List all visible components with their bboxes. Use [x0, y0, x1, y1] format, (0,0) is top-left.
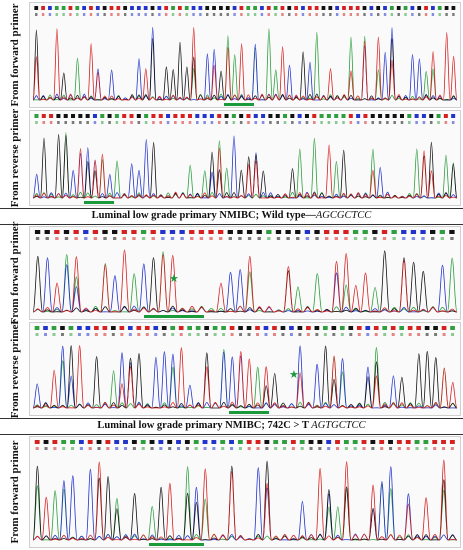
panel-3-frame — [29, 226, 461, 320]
base-call-strip — [34, 440, 455, 450]
trace-C — [32, 135, 458, 199]
panel-1-label: From forward primer — [9, 3, 21, 107]
panel-2-label: From reverse primer — [9, 108, 21, 208]
trace-C — [32, 345, 458, 409]
panel-2-trace — [32, 114, 458, 204]
trace-G — [32, 250, 458, 313]
highlight-bar — [224, 103, 254, 106]
chromatogram-panel-3: From forward primer ★ — [2, 221, 461, 325]
trace-C — [32, 466, 458, 541]
panel-4-frame — [29, 322, 461, 416]
panel-4-label: From reverse primer — [9, 319, 21, 419]
trace-G — [32, 345, 458, 409]
highlight-bar — [149, 543, 204, 546]
trace-A — [32, 251, 458, 313]
separator-2 — [0, 224, 463, 225]
separator-3 — [0, 418, 463, 419]
trace-G — [32, 29, 458, 101]
highlight-bar — [229, 411, 269, 414]
trace-T — [32, 249, 458, 313]
mutant-caption: Luminal low grade primary NMIBC; 742C > … — [97, 420, 366, 431]
panel-2-frame — [29, 110, 461, 206]
chromatogram-panel-1: From forward primer — [2, 2, 461, 108]
chromatogram-panel-5: From forward primer — [2, 436, 461, 548]
panel-3-label: From forward primer — [9, 221, 21, 325]
trace-A — [32, 132, 458, 199]
separator-4 — [0, 434, 463, 435]
trace-T — [32, 459, 458, 541]
base-call-strip — [34, 230, 455, 240]
base-call-strip — [34, 6, 456, 16]
star-icon: ★ — [289, 368, 299, 381]
base-call-strip — [34, 114, 456, 124]
trace-A — [32, 466, 458, 541]
panel-1-trace — [32, 6, 458, 106]
highlight-bar — [84, 201, 114, 204]
chromatogram-panel-4: From reverse primer ★ — [2, 319, 461, 419]
panel-1-frame — [29, 2, 461, 108]
highlight-bar — [144, 315, 204, 318]
panel-5-trace — [32, 440, 458, 546]
panel-4-trace: ★ — [32, 326, 458, 414]
separator-1 — [0, 208, 463, 209]
trace-C — [32, 257, 458, 313]
trace-T — [32, 144, 458, 199]
trace-T — [32, 26, 458, 101]
star-icon: ★ — [169, 272, 179, 285]
base-call-strip — [34, 326, 455, 336]
wild-type-caption: Luminal low grade primary NMIBC; Wild ty… — [91, 210, 372, 221]
panel-3-trace: ★ — [32, 230, 458, 318]
trace-T — [32, 345, 458, 409]
panel-5-label: From forward primer — [9, 440, 21, 544]
chromatogram-panel-2: From reverse primer — [2, 108, 461, 208]
trace-G — [32, 133, 458, 199]
